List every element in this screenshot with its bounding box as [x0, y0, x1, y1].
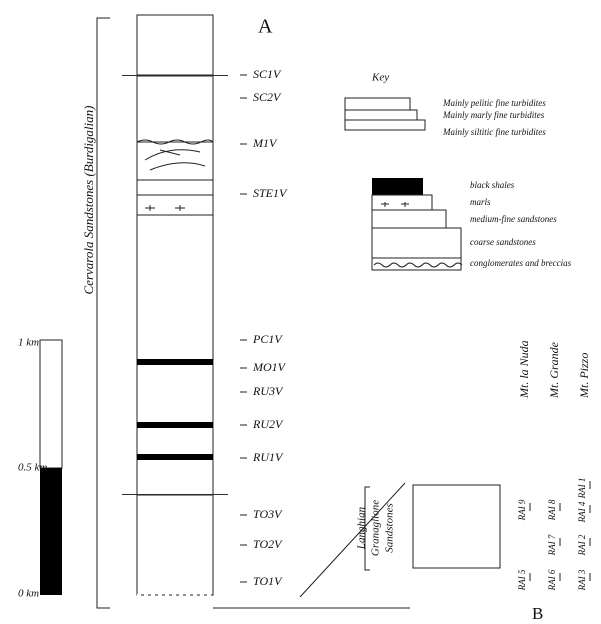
key-label: conglomerates and breccias — [470, 258, 572, 268]
scale-label: 0.5 km — [18, 462, 47, 474]
key-label: black shales — [470, 180, 515, 190]
sample-label: TO1V — [253, 574, 283, 588]
formation-b-label: Granaglione — [370, 500, 382, 556]
sample-label: MO1V — [252, 360, 287, 374]
key-label: marls — [470, 197, 491, 207]
sample-label: RAI 6 — [547, 569, 557, 591]
sample-label: RAI 9 — [517, 499, 527, 521]
sample-label: TO3V — [253, 507, 283, 521]
key-title: Key — [371, 72, 389, 84]
panel-label: B — [532, 604, 543, 623]
key-label: coarse sandstones — [470, 237, 536, 247]
locality-label: Mt. la Nuda — [517, 340, 531, 399]
sample-label: RAI 5 — [517, 569, 527, 591]
sample-label: RU1V — [252, 450, 284, 464]
sample-label: RU3V — [252, 384, 284, 398]
sample-label: PC1V — [252, 332, 283, 346]
sample-label: STE1V — [253, 186, 288, 200]
sample-label: SC2V — [253, 90, 282, 104]
stage-label: Langhian — [356, 506, 368, 550]
scale-label: 0 km — [18, 588, 39, 600]
formation-label: Cervarola Sandstones (Burdigalian) — [81, 106, 96, 295]
key-label: Mainly siltitic fine turbidites — [442, 127, 546, 137]
key-label: Mainly marly fine turbidites — [442, 110, 545, 120]
column-b — [213, 482, 501, 609]
formation-b-label: Sandstones — [384, 503, 396, 553]
column-a — [122, 14, 228, 596]
sample-label: RU2V — [252, 417, 284, 431]
sample-label: RAI 4 — [577, 501, 587, 523]
sample-label: RAI 7 — [547, 534, 557, 556]
locality-label: Mt. Grande — [547, 341, 561, 399]
scale-bar — [39, 339, 63, 595]
sample-label: M1V — [252, 136, 278, 150]
key-symbols — [344, 97, 463, 271]
locality-label: Mt. Pizzo — [577, 353, 591, 399]
key-label: Mainly pelitic fine turbidites — [442, 98, 546, 108]
key-label: medium-fine sandstones — [470, 214, 557, 224]
panel-label: A — [258, 16, 273, 38]
sample-label: RAI 3 — [577, 569, 587, 591]
sample-label: SC1V — [253, 67, 282, 81]
sample-label: RAI 2 — [577, 534, 587, 556]
formation-bracket — [96, 17, 110, 609]
sample-label: RAI 8 — [547, 499, 557, 521]
sample-label: TO2V — [253, 537, 283, 551]
sample-label: RAI 1 — [577, 478, 587, 500]
scale-label: 1 km — [18, 337, 39, 349]
